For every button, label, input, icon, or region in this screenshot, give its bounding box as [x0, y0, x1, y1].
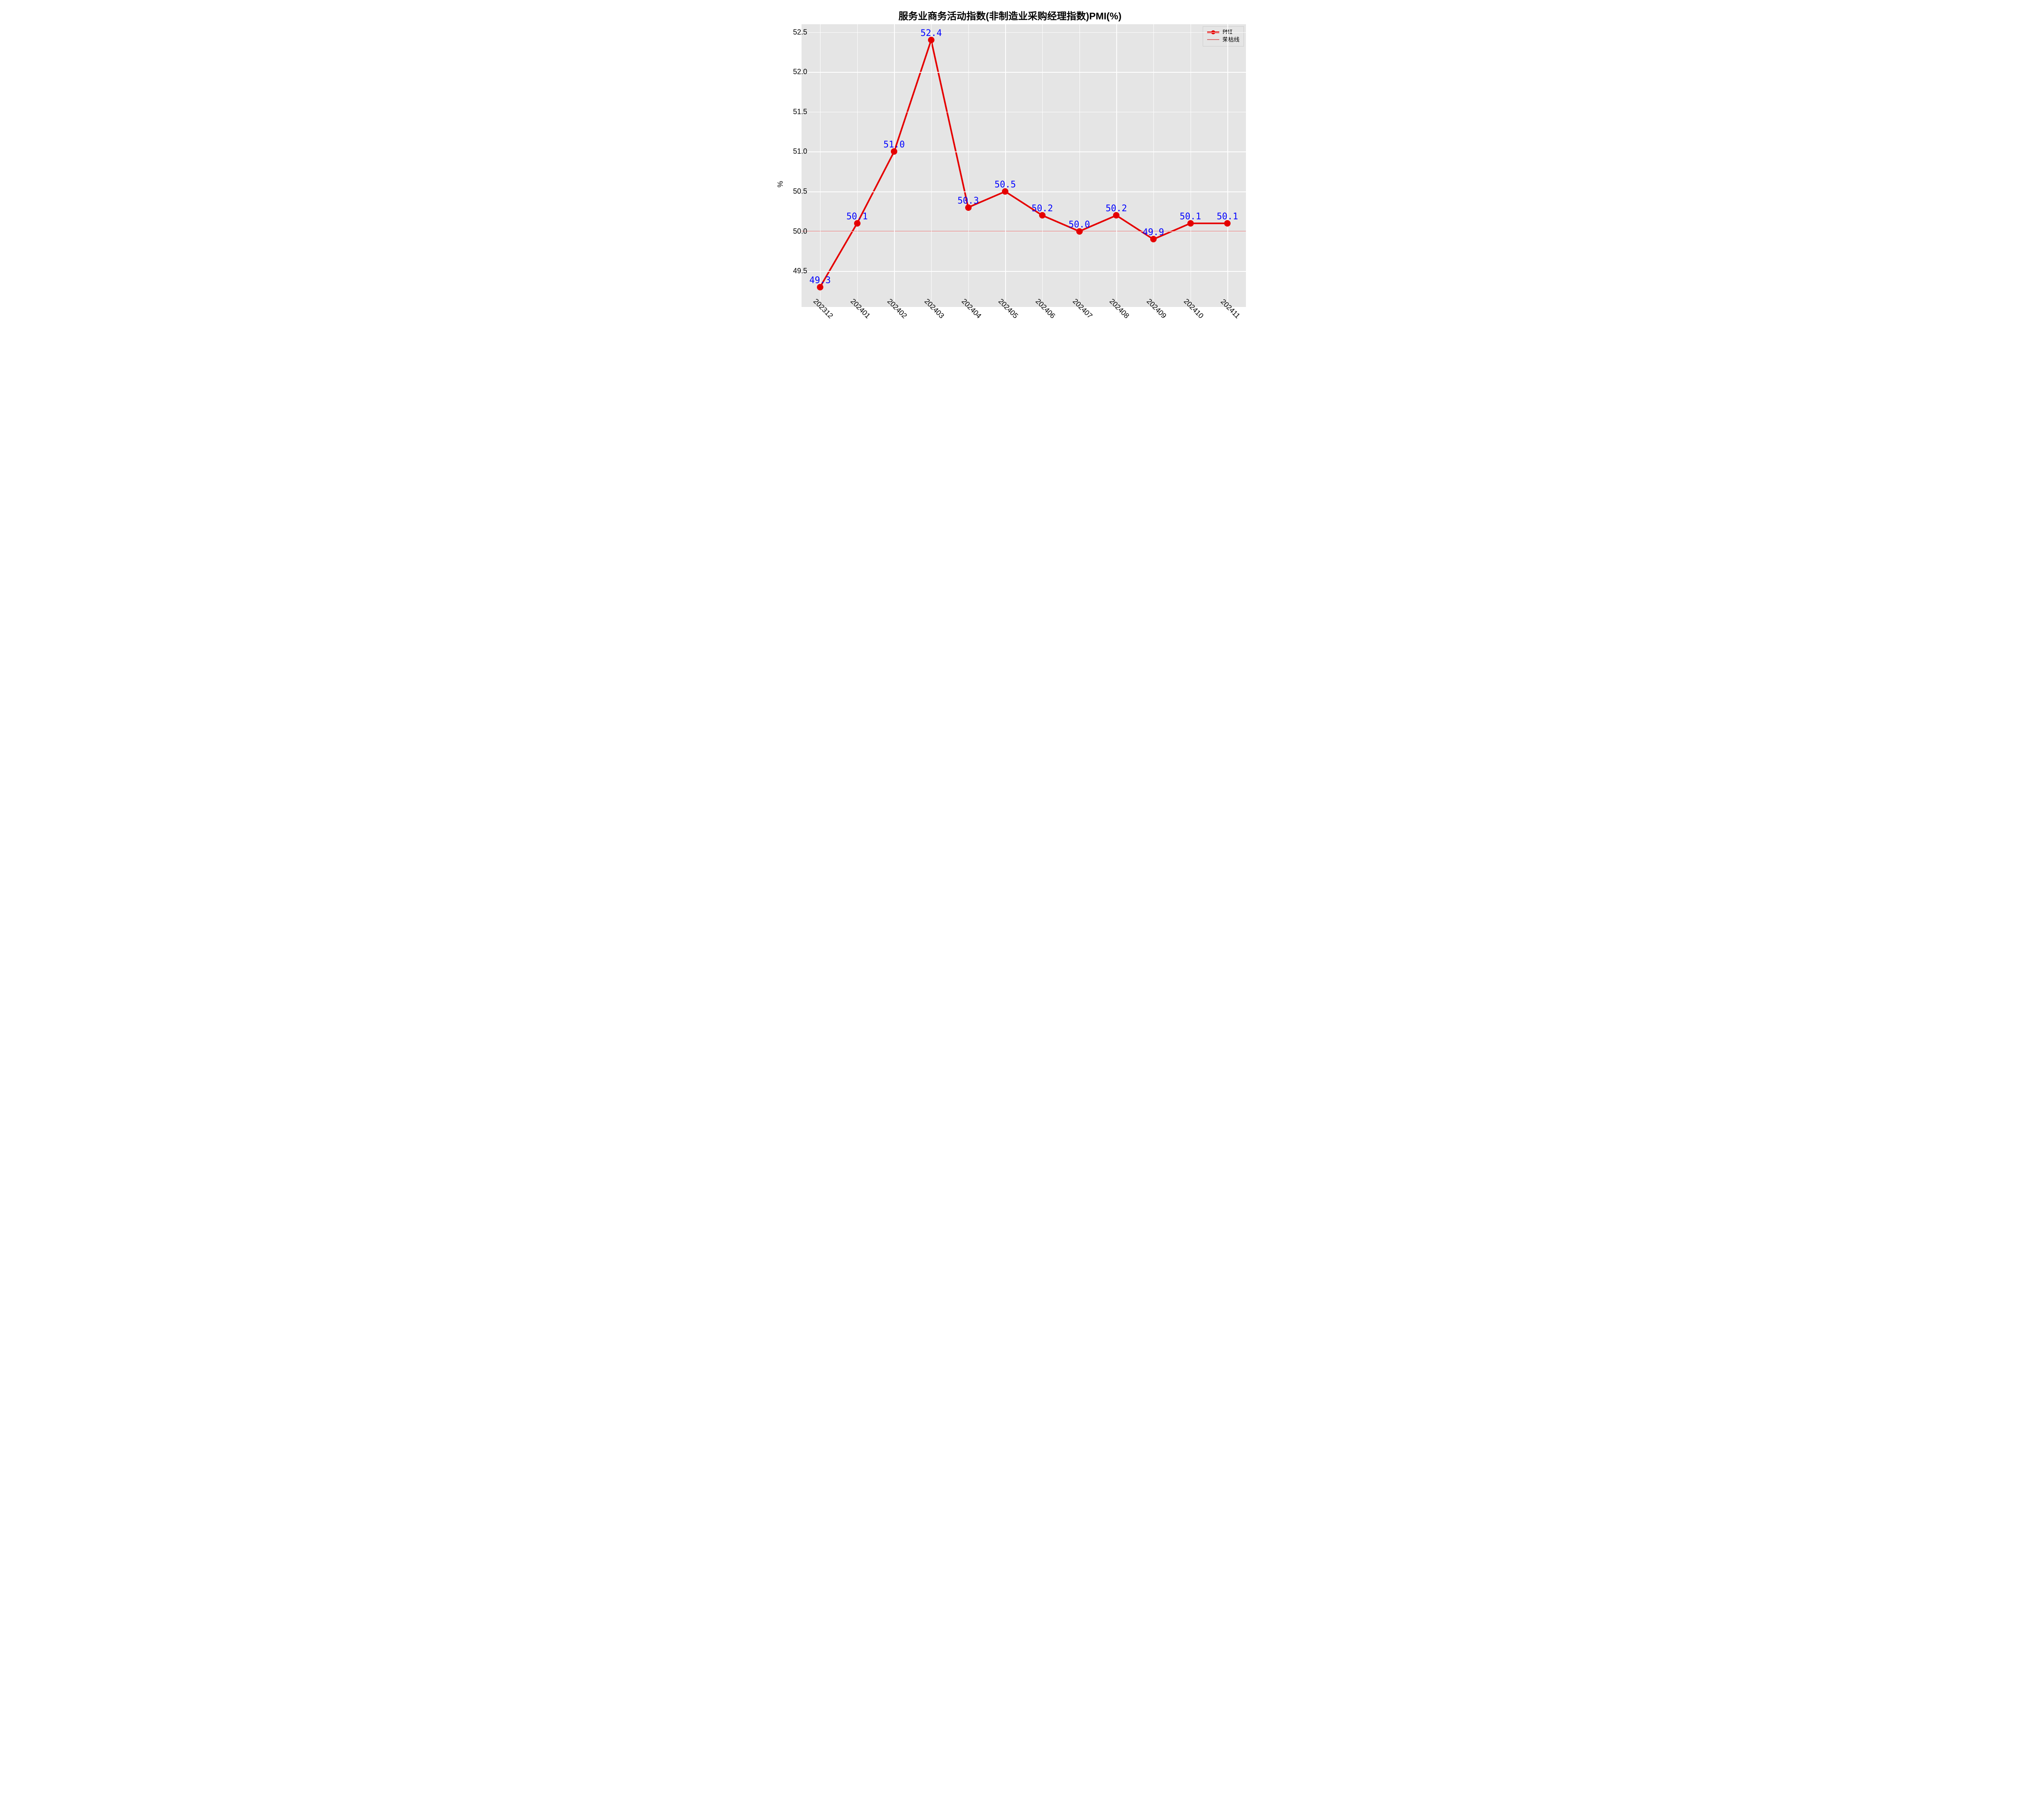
data-label: 50.3: [957, 196, 979, 206]
gridline-vertical: [1227, 24, 1228, 307]
gridline-vertical: [968, 24, 969, 307]
y-tick-label: 50.0: [783, 227, 807, 235]
chart-title: 服务业商务活动指数(非制造业采购经理指数)PMI(%): [765, 8, 1255, 22]
legend-item-threshold: 荣枯线: [1207, 36, 1239, 44]
legend-threshold-icon: [1207, 39, 1219, 40]
data-label: 50.5: [995, 180, 1016, 190]
gridline-vertical: [931, 24, 932, 307]
gridline-horizontal: [802, 32, 1246, 33]
gridline-vertical: [894, 24, 895, 307]
gridline-horizontal: [802, 231, 1246, 232]
gridline-vertical: [820, 24, 821, 307]
y-tick-label: 49.5: [783, 267, 807, 275]
y-tick-label: 51.0: [783, 147, 807, 156]
legend: PMI 荣枯线: [1203, 26, 1244, 46]
gridline-vertical: [1079, 24, 1080, 307]
pmi-line: [820, 40, 1227, 287]
line-layer: [802, 24, 1246, 307]
plot-area: PMI 荣枯线 49.3 50.1 51.0 52.4 50.3 50.5 50.2 50.0…: [802, 24, 1246, 307]
gridline-vertical: [1042, 24, 1043, 307]
chart-container: 服务业商务活动指数(非制造业采购经理指数)PMI(%) % PMI 荣枯线 49…: [765, 8, 1255, 360]
data-label: 50.0: [1069, 220, 1090, 230]
data-label: 50.2: [1031, 204, 1053, 214]
gridline-horizontal: [802, 191, 1246, 192]
gridline-vertical: [1116, 24, 1117, 307]
gridline-vertical: [1005, 24, 1006, 307]
y-tick-label: 52.5: [783, 28, 807, 36]
data-label: 50.1: [1180, 212, 1201, 222]
gridline-horizontal: [802, 72, 1246, 73]
gridline-horizontal: [802, 112, 1246, 113]
data-label: 49.9: [1143, 227, 1164, 237]
gridline-horizontal: [802, 271, 1246, 272]
y-tick-label: 50.5: [783, 187, 807, 196]
gridline-vertical: [1153, 24, 1154, 307]
gridline-horizontal: [802, 151, 1246, 152]
y-tick-label: 52.0: [783, 68, 807, 76]
data-label: 50.1: [846, 212, 868, 222]
y-tick-label: 51.5: [783, 107, 807, 116]
data-label: 50.1: [1217, 212, 1238, 222]
y-axis-label: %: [776, 181, 785, 187]
data-label: 52.4: [920, 28, 942, 38]
legend-threshold-label: 荣枯线: [1223, 36, 1239, 44]
gridline-vertical: [857, 24, 858, 307]
data-label: 51.0: [884, 140, 905, 150]
data-label: 49.3: [809, 275, 831, 286]
data-label: 50.2: [1106, 204, 1127, 214]
